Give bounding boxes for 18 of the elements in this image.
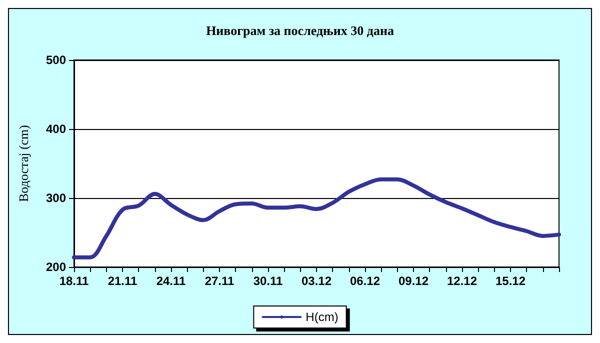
legend-label: H(cm)	[306, 310, 338, 324]
x-tick-label: 12.12	[446, 274, 478, 288]
y-tick-label: 300	[46, 191, 66, 205]
x-tick-label: 24.11	[156, 274, 186, 288]
x-tick-label: 21.11	[108, 274, 138, 288]
y-axis-title: Водостај (cm)	[16, 124, 31, 202]
x-tick-label: 03.12	[301, 274, 332, 288]
x-tick-label: 09.12	[398, 274, 429, 288]
line-series	[72, 177, 561, 260]
y-tick-label: 500	[46, 53, 66, 67]
x-tick-label: 18.11	[59, 274, 90, 288]
y-tick-label: 400	[46, 122, 66, 136]
chart-title: Нивограм за последњих 30 дана	[206, 23, 394, 38]
x-tick-label: 30.11	[253, 274, 284, 288]
x-tick-label: 27.11	[204, 274, 235, 288]
y-tick-label: 200	[46, 260, 66, 274]
x-tick-label: 06.12	[350, 274, 380, 288]
x-tick-label: 15.12	[495, 274, 526, 288]
